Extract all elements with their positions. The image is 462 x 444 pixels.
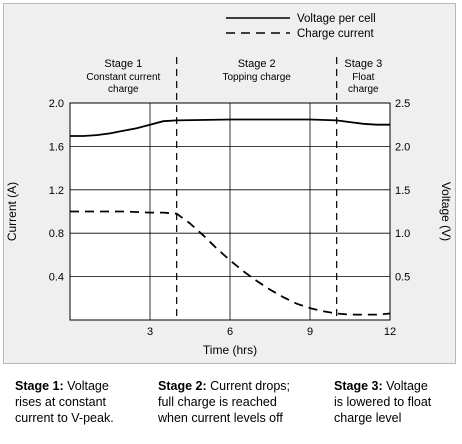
- caption-stage-2-bold: Stage 2:: [158, 379, 207, 393]
- caption-stage-1-line-2: rises at constant: [15, 395, 107, 409]
- caption-stage-3-line-3: charge level: [334, 411, 402, 425]
- y-tick-label: 2.0: [49, 98, 64, 110]
- caption-stage-1-line-1: Voltage: [63, 379, 109, 393]
- caption-stage-2-line-2: full charge is reached: [158, 395, 277, 409]
- legend-label-2: Charge current: [297, 28, 375, 40]
- caption-stage-1-line-3: current to V-peak.: [15, 411, 114, 425]
- caption-stage-3: Stage 3: Voltage is lowered to float cha…: [334, 378, 431, 426]
- stage-1-title: Stage 1: [104, 58, 142, 70]
- caption-stage-1-bold: Stage 1:: [15, 379, 64, 393]
- y2-axis-title: Voltage (V): [439, 182, 453, 241]
- caption-stage-3-line-1: Voltage: [382, 379, 428, 393]
- x-axis-title: Time (hrs): [203, 343, 257, 357]
- y2-tick-label: 0.5: [395, 272, 410, 284]
- stage-1-subtitle: Constant current: [86, 72, 160, 83]
- y-tick-label: 0.4: [49, 272, 64, 284]
- caption-stage-1: Stage 1: Voltage rises at constant curre…: [15, 378, 114, 426]
- charging-stages-chart: 0.4 0.8 1.2 1.6 2.0 0.5 1.0 1.5 2.0 2.5 3 6 9 12 Stage…: [5, 13, 453, 357]
- charge-current-line: [70, 210, 391, 316]
- x-tick-label: 9: [307, 326, 313, 338]
- y-tick-label: 1.6: [49, 141, 64, 153]
- stage-2-subtitle: Topping charge: [222, 72, 291, 83]
- y2-tick-label: 2.0: [395, 141, 410, 153]
- x-tick-label: 6: [227, 326, 233, 338]
- y-tick-label: 1.2: [49, 185, 64, 197]
- x-tick-label: 3: [147, 326, 153, 338]
- caption-stage-2: Stage 2: Current drops; full charge is r…: [158, 378, 290, 426]
- caption-stage-3-line-2: is lowered to float: [334, 395, 432, 409]
- y-axis-title: Current (A): [5, 182, 19, 241]
- y-tick-label: 0.8: [49, 228, 64, 240]
- x-tick-label: 12: [384, 326, 396, 338]
- caption-stage-2-line-3: when current levels off: [158, 411, 283, 425]
- y2-tick-label: 1.5: [395, 185, 410, 197]
- stage-3-title: Stage 3: [344, 58, 382, 70]
- y2-tick-label: 2.5: [395, 98, 410, 110]
- stage-2-title: Stage 2: [238, 58, 276, 70]
- y2-tick-label: 1.0: [395, 228, 410, 240]
- caption-stage-3-bold: Stage 3:: [334, 379, 383, 393]
- stage-3-subtitle: Float: [352, 72, 374, 83]
- caption-stage-2-line-1: Current drops;: [206, 379, 291, 393]
- legend-label-1: Voltage per cell: [297, 13, 376, 25]
- voltage-per-cell-line: [70, 118, 390, 137]
- stage-1-subtitle: charge: [108, 84, 139, 95]
- stage-3-subtitle: charge: [348, 84, 379, 95]
